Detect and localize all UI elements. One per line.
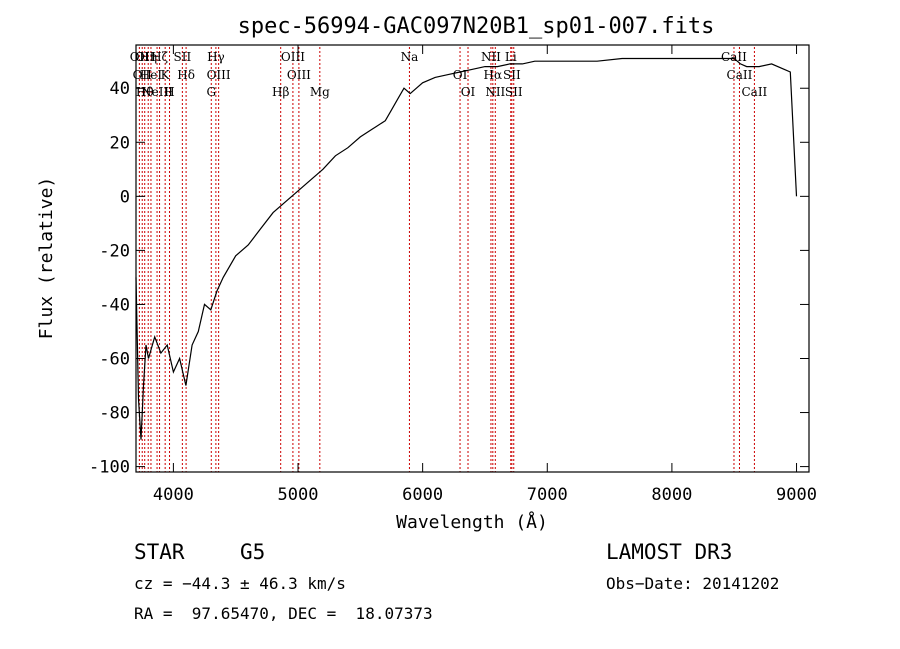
observation-date: Obs−Date: 20141202 bbox=[606, 574, 780, 593]
y-tick-label: -40 bbox=[99, 295, 130, 315]
spectral-line-label: CaII bbox=[727, 68, 753, 82]
y-tick-label: 0 bbox=[120, 187, 130, 207]
spectral-line-label: SII bbox=[174, 50, 192, 64]
spectral-line-label: OI bbox=[461, 85, 476, 99]
object-class: STAR bbox=[134, 540, 185, 564]
spectral-line-label: Li bbox=[505, 50, 517, 64]
coordinates: RA = 97.65470, DEC = 18.07373 bbox=[134, 604, 433, 623]
spectral-line-label: OII bbox=[133, 68, 153, 82]
spectrum-line bbox=[135, 57, 798, 440]
spectral-line-label: Hθ bbox=[136, 85, 154, 99]
y-tick-label: -20 bbox=[99, 241, 130, 261]
spectral-line-label: CaII bbox=[741, 85, 767, 99]
x-tick-label: 4000 bbox=[153, 485, 194, 505]
y-tick-label: 20 bbox=[110, 133, 130, 153]
y-tick-label: -100 bbox=[89, 458, 130, 478]
spectral-line-label: Hα bbox=[484, 68, 503, 82]
x-axis-label: Wavelength (Å) bbox=[396, 511, 548, 533]
y-tick-label: -80 bbox=[99, 404, 130, 424]
spectral-line-label: Mg bbox=[310, 85, 330, 99]
redshift-value: cz = −44.3 ± 46.3 km/s bbox=[134, 574, 346, 593]
x-tick-label: 7000 bbox=[527, 485, 568, 505]
spectral-line-label: Hζ bbox=[151, 50, 168, 64]
spectral-line-label: Hη bbox=[139, 50, 157, 64]
spectral-line-label: OII bbox=[135, 50, 155, 64]
x-tick-label: 9000 bbox=[776, 485, 817, 505]
spectral-line-label: NII bbox=[485, 85, 505, 99]
spectral-line-label: OII bbox=[130, 50, 150, 64]
spectral-line-label: OIII bbox=[281, 50, 305, 64]
spectral-line-label: OIII bbox=[207, 68, 231, 82]
chart-title: spec-56994-GAC097N20B1_sp01-007.fits bbox=[238, 14, 715, 39]
spectral-line-label: Hδ bbox=[177, 68, 195, 82]
spectral-line-label: Hβ bbox=[272, 85, 289, 99]
object-subclass: G5 bbox=[240, 540, 266, 564]
spectral-line-label: OI bbox=[453, 68, 468, 82]
x-tick-label: 6000 bbox=[402, 485, 443, 505]
spectral-line-label: G bbox=[206, 85, 216, 99]
y-tick-label: 40 bbox=[110, 79, 130, 99]
x-tick-label: 5000 bbox=[278, 485, 319, 505]
spectral-line-label: SII bbox=[505, 85, 523, 99]
spectral-line-label: H bbox=[164, 85, 174, 99]
spectral-line-label: Hγ bbox=[207, 50, 225, 64]
y-tick-label: -60 bbox=[99, 349, 130, 369]
spectral-line-label: NeIII bbox=[141, 85, 173, 99]
spectral-line-label: SII bbox=[503, 68, 521, 82]
spectral-line-label: HeI bbox=[140, 68, 163, 82]
spectral-line-label: CaII bbox=[721, 50, 747, 64]
x-tick-label: 8000 bbox=[651, 485, 692, 505]
spectral-line-label: NII bbox=[481, 50, 501, 64]
spectral-line-label: K bbox=[161, 68, 171, 82]
survey-name: LAMOST DR3 bbox=[606, 540, 733, 564]
spectral-line-label: OIII bbox=[287, 68, 311, 82]
spectral-line-label: Na bbox=[401, 50, 419, 64]
plot-frame bbox=[135, 44, 810, 473]
y-axis-label: Flux (relative) bbox=[36, 177, 57, 340]
